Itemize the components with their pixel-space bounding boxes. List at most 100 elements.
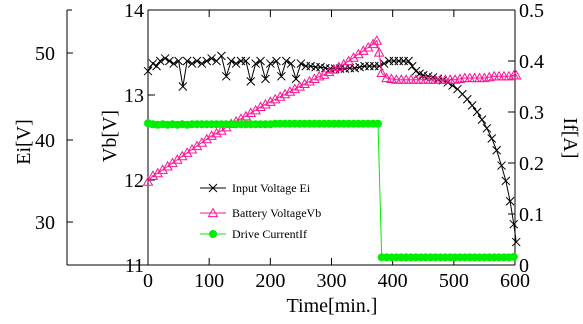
data-point-x-marker (487, 134, 497, 143)
data-point-triangle-marker (386, 73, 397, 83)
data-point-x-marker (296, 59, 306, 68)
data-point-triangle-marker (162, 160, 173, 171)
data-point-x-marker (467, 101, 477, 110)
vb-axis-title: Vb[V] (99, 110, 121, 162)
series-2 (142, 35, 522, 186)
data-point-x-marker (251, 59, 261, 68)
data-point-triangle-marker (207, 207, 219, 218)
data-point-x-marker (511, 237, 521, 247)
x-tick-label: 200 (255, 270, 285, 292)
data-point-triangle-marker (201, 133, 213, 144)
series-line (147, 54, 517, 243)
data-point-circle-marker (208, 229, 217, 238)
x-axis-title: Time[min.] (287, 295, 378, 317)
data-point-triangle-marker (216, 125, 227, 135)
vb-tick-label: 14 (124, 0, 144, 22)
data-point-triangle-marker (172, 154, 183, 164)
data-point-x-marker (477, 115, 487, 125)
data-point-triangle-marker (367, 38, 379, 49)
ei-axis-title: Ei[V] (13, 119, 35, 165)
data-point-triangle-marker (245, 107, 257, 117)
data-point-x-marker (501, 176, 511, 186)
data-point-triangle-marker (376, 67, 388, 77)
data-point-x-marker (256, 56, 265, 66)
vb-tick-label: 12 (124, 170, 144, 192)
data-point-triangle-marker (284, 86, 296, 96)
data-point-triangle-marker (309, 73, 320, 83)
data-point-triangle-marker (304, 75, 315, 86)
data-point-triangle-marker (348, 52, 359, 62)
if-tick-label: 0.5 (519, 0, 544, 22)
series-line (147, 39, 517, 183)
data-point-x-marker (286, 59, 296, 68)
data-point-x-marker (379, 59, 389, 68)
data-point-x-marker (231, 59, 241, 68)
data-point-x-marker (509, 219, 519, 229)
data-point-x-marker (217, 51, 226, 61)
legend-item: Input Voltage Ei (200, 181, 311, 195)
data-point-triangle-marker (181, 147, 193, 157)
data-point-x-marker (197, 59, 207, 68)
if-axis-title: If[A] (559, 117, 581, 158)
data-point-x-marker (407, 61, 417, 71)
data-point-x-marker (226, 56, 236, 66)
data-point-triangle-marker (357, 45, 369, 55)
if-tick-label: 0.4 (519, 51, 544, 73)
data-point-triangle-marker (264, 96, 276, 106)
data-point-triangle-marker (167, 157, 178, 168)
data-point-triangle-marker (269, 93, 281, 104)
if-tick-label: 0.3 (519, 102, 544, 124)
data-point-x-marker (261, 74, 270, 84)
data-point-triangle-marker (176, 150, 188, 161)
data-point-triangle-marker (279, 88, 291, 99)
legend-label: Drive CurrentIf (232, 227, 307, 241)
data-point-circle-marker (373, 119, 382, 128)
data-point-x-marker (178, 82, 188, 91)
data-point-triangle-marker (333, 61, 345, 72)
data-point-triangle-marker (191, 140, 203, 151)
data-point-x-marker (207, 54, 216, 63)
data-point-x-marker (291, 74, 301, 84)
data-point-triangle-marker (152, 167, 164, 178)
data-point-x-marker (202, 56, 212, 66)
data-point-x-marker (152, 61, 161, 71)
data-point-x-marker (241, 56, 251, 66)
series-line (147, 122, 514, 258)
data-point-triangle-marker (299, 78, 310, 89)
data-point-triangle-marker (186, 143, 198, 154)
data-point-triangle-marker (274, 91, 286, 101)
data-point-x-marker (505, 196, 515, 206)
data-point-triangle-marker (371, 35, 383, 45)
data-point-triangle-marker (250, 104, 262, 115)
data-point-triangle-marker (343, 55, 354, 66)
series-group (142, 35, 522, 262)
data-point-x-marker (411, 66, 421, 76)
data-point-circle-marker (509, 252, 518, 261)
data-point-x-marker (221, 71, 231, 81)
legend-item: Drive CurrentIf (200, 227, 307, 241)
data-point-triangle-marker (157, 164, 169, 174)
data-point-triangle-marker (147, 170, 159, 180)
x-tick-label: 300 (317, 270, 347, 292)
data-point-triangle-marker (255, 101, 266, 111)
if-tick-label: 0.1 (519, 204, 544, 226)
data-point-triangle-marker (362, 41, 374, 52)
data-point-triangle-marker (206, 130, 217, 140)
vb-tick-label: 11 (125, 255, 144, 277)
data-point-triangle-marker (353, 48, 364, 59)
data-point-x-marker (155, 56, 165, 66)
data-point-x-marker (246, 77, 256, 86)
data-point-x-marker (160, 54, 170, 63)
data-point-x-marker (281, 56, 291, 66)
data-point-x-marker (192, 56, 202, 66)
legend-label: Battery VoltageVb (232, 206, 321, 220)
data-point-x-marker (165, 56, 174, 66)
data-point-x-marker (404, 56, 413, 66)
legend-label: Input Voltage Ei (232, 181, 311, 195)
data-point-x-marker (482, 123, 492, 133)
data-point-x-marker (143, 66, 153, 76)
data-point-triangle-marker (381, 72, 392, 83)
data-point-x-marker (462, 94, 472, 104)
data-point-triangle-marker (373, 46, 385, 57)
ei-tick-label: 50 (35, 43, 55, 65)
